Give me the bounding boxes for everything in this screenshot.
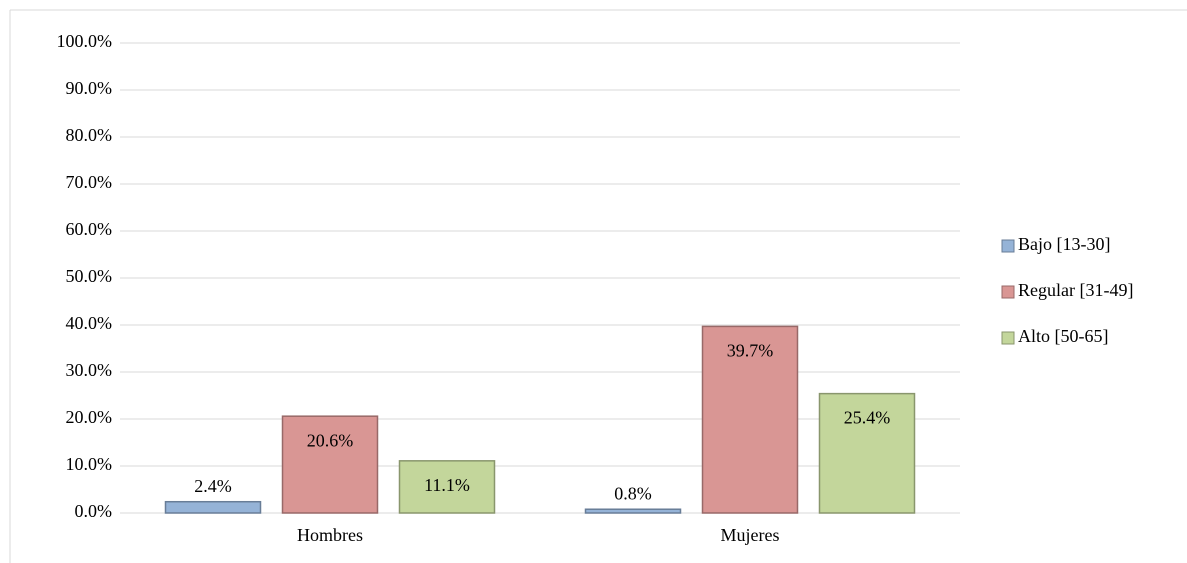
y-tick-label: 80.0%	[66, 125, 113, 145]
y-tick-label: 70.0%	[66, 172, 113, 192]
bar	[398, 460, 496, 514]
y-tick-label: 30.0%	[66, 360, 113, 380]
bar	[281, 415, 379, 514]
y-tick-label: 90.0%	[66, 78, 113, 98]
data-label: 25.4%	[844, 408, 891, 428]
x-tick-label: Mujeres	[721, 525, 780, 545]
bar	[164, 500, 262, 514]
legend-swatch	[1001, 285, 1015, 299]
data-label: 39.7%	[727, 341, 774, 361]
data-label: 20.6%	[307, 430, 354, 450]
legend-label: Alto [50-65]	[1018, 326, 1108, 346]
bar	[701, 325, 799, 514]
y-tick-label: 100.0%	[57, 31, 113, 51]
bar	[818, 392, 916, 514]
legend-label: Regular [31-49]	[1018, 280, 1133, 300]
data-label: 0.8%	[614, 483, 652, 503]
legend-swatch	[1001, 239, 1015, 253]
bar	[584, 508, 682, 514]
data-label: 2.4%	[194, 476, 232, 496]
y-tick-label: 20.0%	[66, 407, 113, 427]
y-tick-label: 10.0%	[66, 454, 113, 474]
y-tick-label: 50.0%	[66, 266, 113, 286]
legend-swatch	[1001, 331, 1015, 345]
data-label: 11.1%	[424, 475, 470, 495]
x-tick-label: Hombres	[297, 525, 363, 545]
y-tick-label: 60.0%	[66, 219, 113, 239]
legend-label: Bajo [13-30]	[1018, 234, 1110, 254]
y-tick-label: 0.0%	[75, 501, 113, 521]
y-tick-label: 40.0%	[66, 313, 113, 333]
